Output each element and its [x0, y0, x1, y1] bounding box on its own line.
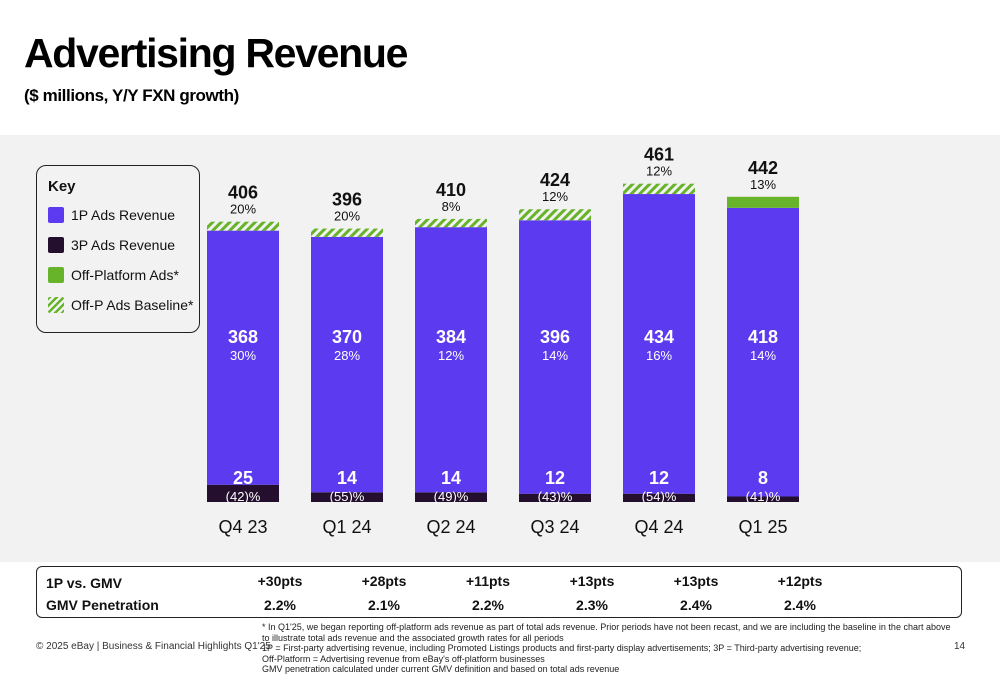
bar-segment-1p: [623, 194, 695, 494]
metric-gmv-penetration-q1-24: 2.1%: [368, 597, 400, 613]
page-title: Advertising Revenue: [24, 30, 408, 76]
x-tick-label: Q2 24: [426, 517, 475, 537]
growth-label-3p: (42)%: [226, 489, 261, 504]
growth-label-3p: (55)%: [330, 489, 365, 504]
bar-segment-3p: [207, 484, 279, 502]
value-label-3p: 8: [758, 468, 768, 488]
bar-segment-baseline: [623, 183, 695, 195]
metric-1p-vs-gmv-q1-25: +12pts: [777, 573, 823, 589]
footnote: * In Q1'25, we began reporting off-platf…: [262, 622, 951, 643]
key-label-3p: 3P Ads Revenue: [71, 237, 176, 253]
growth-label-3p: (49)%: [434, 489, 469, 504]
swatch-baseline: [48, 297, 64, 313]
copyright: © 2025 eBay | Business & Financial Highl…: [36, 641, 271, 652]
bar-segment-1p: [519, 220, 591, 494]
value-label-1p: 368: [228, 327, 258, 347]
metric-1p-vs-gmv-q1-24: +28pts: [361, 573, 407, 589]
total-growth-label: 12%: [542, 189, 568, 204]
bar-segment-3p: [415, 492, 487, 502]
total-label: 410: [436, 180, 466, 200]
bar-segment-baseline: [207, 221, 279, 231]
x-tick-label: Q1 25: [738, 517, 787, 537]
metric-1p-vs-gmv-q4-24: +13pts: [673, 573, 719, 589]
value-label-3p: 12: [545, 468, 565, 488]
total-label: 442: [748, 158, 778, 178]
key-label-baseline: Off-P Ads Baseline*: [71, 297, 194, 313]
bar-segment-1p: [207, 230, 279, 485]
total-growth-label: 12%: [646, 164, 672, 179]
metric-label-1p-vs-gmv: 1P vs. GMV: [46, 575, 123, 591]
bar-segment-3p: [519, 493, 591, 502]
total-label: 424: [540, 170, 570, 190]
growth-label-3p: (41)%: [746, 489, 781, 504]
footnotes: * In Q1'25, we began reporting off-platf…: [262, 622, 952, 675]
swatch-off-platform: [48, 267, 64, 283]
x-tick-label: Q1 24: [322, 517, 371, 537]
growth-label-1p: 30%: [230, 348, 256, 363]
bar-segment-1p: [727, 207, 799, 497]
key-label-1p: 1P Ads Revenue: [71, 207, 176, 223]
page-subtitle: ($ millions, Y/Y FXN growth): [24, 86, 239, 105]
metric-1p-vs-gmv-q2-24: +11pts: [466, 573, 510, 589]
value-label-1p: 370: [332, 327, 362, 347]
metric-gmv-penetration-q1-25: 2.4%: [784, 597, 816, 613]
key-label-off-platform: Off-Platform Ads*: [71, 267, 179, 283]
total-label: 406: [228, 183, 258, 203]
metrics-table: 1P vs. GMV GMV Penetration +30pts +28pts…: [36, 566, 962, 618]
value-label-1p: 418: [748, 327, 778, 347]
metric-gmv-penetration-q3-24: 2.3%: [576, 597, 608, 613]
footnote: 1P = First-party advertising revenue, in…: [262, 643, 862, 653]
metric-1p-vs-gmv-q3-24: +13pts: [569, 573, 615, 589]
growth-label-1p: 16%: [646, 348, 672, 363]
value-label-1p: 396: [540, 327, 570, 347]
footnote: GMV penetration calculated under current…: [262, 664, 620, 674]
total-label: 396: [332, 190, 362, 210]
bar-segment-baseline: [311, 228, 383, 237]
metric-gmv-penetration-q4-23: 2.2%: [264, 597, 296, 613]
bar-segment-3p: [311, 492, 383, 502]
growth-label-1p: 12%: [438, 348, 464, 363]
metric-label-gmv-penetration: GMV Penetration: [46, 597, 159, 613]
metric-gmv-penetration-q4-24: 2.4%: [680, 597, 712, 613]
growth-label-3p: (54)%: [642, 489, 677, 504]
bar-segment-off-platform: [727, 196, 799, 208]
metric-gmv-penetration-q2-24: 2.2%: [472, 597, 504, 613]
value-label-3p: 14: [337, 468, 357, 488]
chart-key: Key 1P Ads Revenue 3P Ads Revenue Off-Pl…: [36, 165, 200, 333]
total-growth-label: 8%: [442, 199, 461, 214]
bar-segment-baseline: [519, 209, 591, 221]
swatch-3p: [48, 237, 64, 253]
metric-1p-vs-gmv-q4-23: +30pts: [257, 573, 303, 589]
page-number: 14: [954, 641, 966, 652]
growth-label-1p: 14%: [542, 348, 568, 363]
bar-segment-baseline: [415, 218, 487, 228]
value-label-1p: 384: [436, 327, 466, 347]
total-growth-label: 13%: [750, 177, 776, 192]
total-label: 461: [644, 145, 674, 165]
value-label-3p: 12: [649, 468, 669, 488]
value-label-1p: 434: [644, 327, 674, 347]
value-label-3p: 14: [441, 468, 461, 488]
growth-label-1p: 28%: [334, 348, 360, 363]
growth-label-1p: 14%: [750, 348, 776, 363]
x-tick-label: Q4 24: [634, 517, 683, 537]
growth-label-3p: (43)%: [538, 489, 573, 504]
footnote: Off-Platform = Advertising revenue from …: [262, 653, 545, 664]
bar-segment-3p: [623, 493, 695, 502]
value-label-3p: 25: [233, 468, 253, 488]
bar-segment-1p: [311, 236, 383, 493]
bar-segment-1p: [415, 227, 487, 493]
total-growth-label: 20%: [334, 209, 360, 224]
key-title: Key: [48, 178, 76, 195]
x-tick-label: Q4 23: [218, 517, 267, 537]
bar-segment-3p: [727, 496, 799, 502]
x-tick-label: Q3 24: [530, 517, 579, 537]
total-growth-label: 20%: [230, 202, 256, 217]
swatch-1p: [48, 207, 64, 223]
